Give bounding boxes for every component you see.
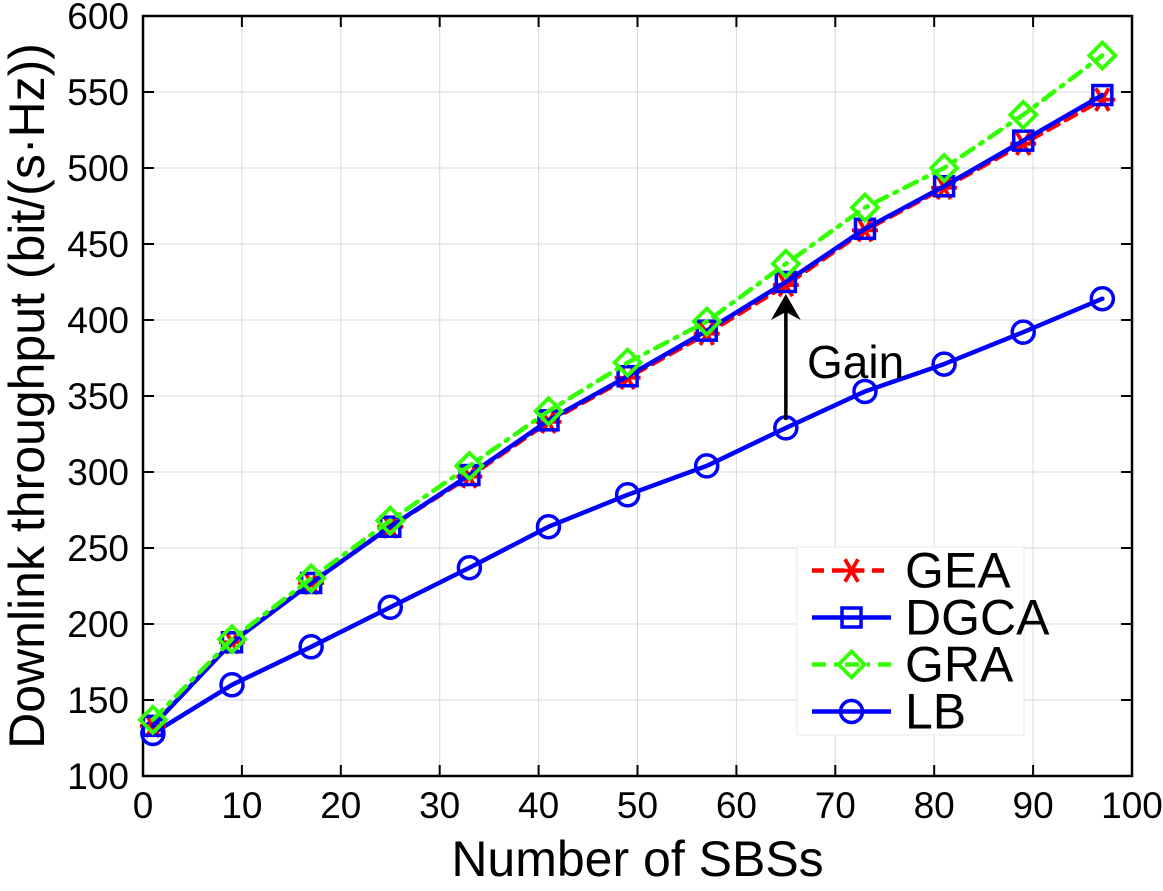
svg-text:60: 60 <box>716 785 757 826</box>
svg-text:100: 100 <box>67 756 129 797</box>
svg-text:400: 400 <box>67 300 129 341</box>
svg-text:100: 100 <box>1101 785 1163 826</box>
svg-text:350: 350 <box>67 376 129 417</box>
svg-text:LB: LB <box>905 684 966 740</box>
svg-text:90: 90 <box>1013 785 1054 826</box>
svg-text:30: 30 <box>419 785 460 826</box>
svg-text:200: 200 <box>67 604 129 645</box>
svg-text:250: 250 <box>67 528 129 569</box>
svg-text:Gain: Gain <box>807 336 904 388</box>
svg-text:50: 50 <box>617 785 658 826</box>
svg-text:300: 300 <box>67 452 129 493</box>
svg-text:70: 70 <box>815 785 856 826</box>
svg-text:10: 10 <box>221 785 262 826</box>
svg-text:150: 150 <box>67 680 129 721</box>
svg-text:Downlink throughput (bit/(s·Hz: Downlink throughput (bit/(s·Hz)) <box>0 43 55 749</box>
svg-text:550: 550 <box>67 72 129 113</box>
svg-text:500: 500 <box>67 148 129 189</box>
svg-text:40: 40 <box>518 785 559 826</box>
svg-text:80: 80 <box>914 785 955 826</box>
svg-text:20: 20 <box>320 785 361 826</box>
svg-text:Number of SBSs: Number of SBSs <box>451 831 823 886</box>
svg-text:600: 600 <box>67 0 129 37</box>
svg-text:450: 450 <box>67 224 129 265</box>
svg-text:0: 0 <box>133 785 154 826</box>
